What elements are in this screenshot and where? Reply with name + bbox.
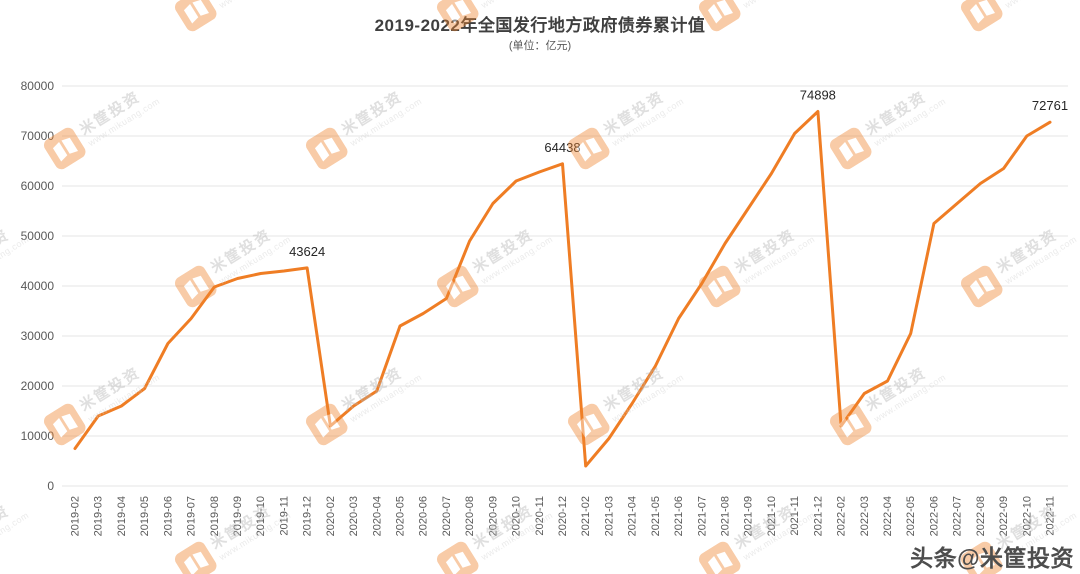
x-axis-label: 2019-12 xyxy=(302,496,314,536)
x-axis-label: 2021-10 xyxy=(766,496,778,536)
x-axis-label: 2022-02 xyxy=(836,496,848,536)
x-axis-label: 2020-11 xyxy=(534,496,546,536)
data-annotation: 64438 xyxy=(544,140,580,155)
y-axis-label: 60000 xyxy=(21,179,55,193)
x-axis-label: 2021-09 xyxy=(743,496,755,536)
x-axis-label: 2022-07 xyxy=(952,496,964,536)
x-axis-label: 2022-06 xyxy=(928,496,940,536)
y-axis-label: 30000 xyxy=(21,329,55,343)
chart-title: 2019-2022年全国发行地方政府债券累计值 xyxy=(374,16,706,35)
x-axis-label: 2021-04 xyxy=(627,496,639,536)
x-axis-label: 2021-05 xyxy=(650,496,662,536)
x-axis-label: 2020-12 xyxy=(557,496,569,536)
x-axis-label: 2020-03 xyxy=(348,496,360,536)
data-annotation: 43624 xyxy=(289,244,325,259)
x-axis-label: 2020-10 xyxy=(511,496,523,536)
y-axis-label: 0 xyxy=(47,479,54,493)
y-axis-label: 20000 xyxy=(21,379,55,393)
byline-credit: 头条@米筐投资 xyxy=(910,545,1074,571)
y-axis-label: 50000 xyxy=(21,229,55,243)
x-axis-label: 2021-03 xyxy=(603,496,615,536)
x-axis-label: 2019-07 xyxy=(186,496,198,536)
x-axis-label: 2020-02 xyxy=(325,496,337,536)
data-annotation: 72761 xyxy=(1032,98,1068,113)
x-axis-label: 2021-08 xyxy=(720,496,732,536)
x-axis-label: 2020-09 xyxy=(487,496,499,536)
x-axis-label: 2022-10 xyxy=(1021,496,1033,536)
x-axis-label: 2019-02 xyxy=(70,496,82,536)
x-axis-label: 2019-05 xyxy=(139,496,151,536)
x-axis-label: 2020-08 xyxy=(464,496,476,536)
x-axis-label: 2021-06 xyxy=(673,496,685,536)
x-axis-label: 2022-03 xyxy=(859,496,871,536)
x-axis-label: 2021-12 xyxy=(812,496,824,536)
x-axis-label: 2019-04 xyxy=(116,496,128,536)
x-axis-label: 2019-08 xyxy=(209,496,221,536)
x-axis-label: 2020-07 xyxy=(441,496,453,536)
x-axis-label: 2022-11 xyxy=(1045,496,1057,536)
x-axis-label: 2020-04 xyxy=(371,496,383,536)
x-axis-label: 2022-05 xyxy=(905,496,917,536)
x-axis-label: 2019-11 xyxy=(278,496,290,536)
x-axis-label: 2021-11 xyxy=(789,496,801,536)
x-axis-label: 2019-06 xyxy=(162,496,174,536)
y-axis-label: 40000 xyxy=(21,279,55,293)
x-axis-label: 2020-05 xyxy=(395,496,407,536)
x-axis-label: 2022-09 xyxy=(998,496,1010,536)
x-axis-label: 2021-07 xyxy=(696,496,708,536)
x-axis-label: 2019-09 xyxy=(232,496,244,536)
data-annotation: 74898 xyxy=(800,88,836,103)
x-axis-label: 2019-03 xyxy=(93,496,105,536)
chart-subtitle: (单位：亿元) xyxy=(508,40,572,52)
x-axis-label: 2020-06 xyxy=(418,496,430,536)
x-axis-label: 2019-10 xyxy=(255,496,267,536)
y-axis-label: 10000 xyxy=(21,429,55,443)
x-axis-label: 2021-02 xyxy=(580,496,592,536)
y-axis-label: 70000 xyxy=(21,129,55,143)
series-line xyxy=(73,110,1052,468)
x-axis-label: 2022-04 xyxy=(882,496,894,536)
x-axis-label: 2022-08 xyxy=(975,496,987,536)
y-axis-label: 80000 xyxy=(21,79,55,93)
